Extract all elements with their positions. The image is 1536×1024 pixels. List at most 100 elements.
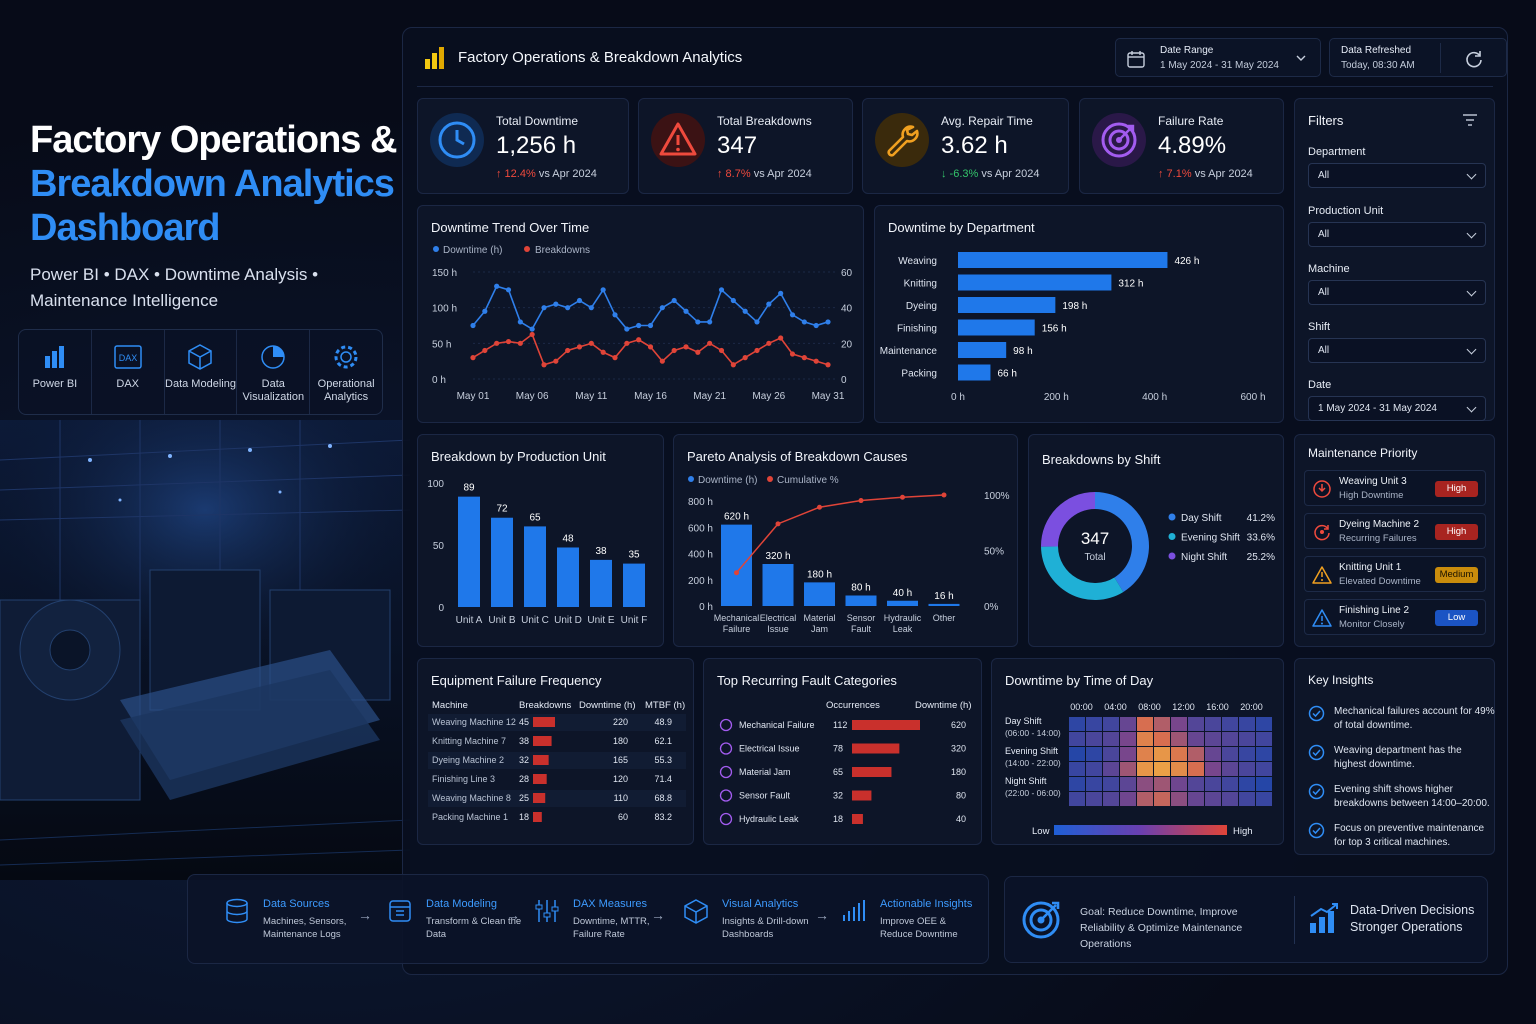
unit-bar: [524, 526, 546, 607]
donut-slice: [1041, 492, 1095, 547]
fault-categories-table: Occurrences Downtime (h) Mechanical Fail…: [719, 700, 972, 826]
heatmap-cell: [1239, 717, 1255, 731]
filter-select-date[interactable]: 1 May 2024 - 31 May 2024: [1308, 396, 1486, 421]
kpi-failure-rate[interactable]: Failure Rate 4.89% ↑ 7.1% vs Apr 2024: [1079, 98, 1284, 194]
heatmap-cell: [1222, 762, 1238, 776]
hero-title-line1: Factory Operations &: [30, 119, 397, 161]
priority-badge: High: [1435, 524, 1478, 540]
downtime-point: [636, 322, 642, 329]
cumulative-point: [817, 504, 822, 510]
table-row-bg: [428, 752, 686, 769]
priority-item[interactable]: Finishing Line 2 Monitor Closely Low: [1304, 599, 1486, 635]
fault-categories-card: Top Recurring Fault Categories Occurrenc…: [703, 658, 982, 845]
breakdowns-point: [730, 362, 736, 368]
x-tick: 20:00: [1240, 702, 1263, 712]
filter-select-production-unit[interactable]: All: [1308, 222, 1486, 247]
unit-bar: [557, 547, 579, 607]
breakdowns-point: [505, 338, 512, 345]
filter-select-shift[interactable]: All: [1308, 338, 1486, 363]
cell-machine: Dyeing Machine 2: [432, 755, 504, 765]
heatmap-cell: [1239, 777, 1255, 791]
downtime-heatmap[interactable]: Low High 00:00 04:00 08:00 12:00 16:00 20:00D…: [992, 659, 1285, 846]
x-tick: Hydraulic: [884, 613, 922, 623]
y-tick-left: 400 h: [688, 550, 713, 561]
y-tick-left: 600 h: [688, 523, 713, 534]
pareto-chart[interactable]: Downtime (h) Cumulative % 800 h 600 h 400 …: [674, 435, 1019, 648]
priority-badge: Medium: [1435, 567, 1478, 583]
target-icon: [1092, 113, 1146, 167]
cell-breakdowns: 45: [519, 717, 529, 727]
legend-label: Day Shift: [1181, 513, 1222, 524]
heatmap-cell: [1154, 777, 1170, 791]
filter-select-machine[interactable]: All: [1308, 280, 1486, 305]
unit-title: Breakdown by Production Unit: [431, 449, 606, 464]
x-tick: Issue: [767, 624, 789, 634]
kpi-total-downtime[interactable]: Total Downtime 1,256 h ↑ 12.4% vs Apr 20…: [417, 98, 629, 194]
header-divider: [417, 86, 1493, 87]
heatmap-cell: [1120, 747, 1136, 761]
breakdowns-by-shift-chart[interactable]: 347 Total Day Shift 41.2% Evening Shift 33.…: [1029, 435, 1285, 648]
department-bar: [958, 319, 1035, 336]
data-label: 426 h: [1174, 256, 1199, 267]
kpi-label: Total Downtime: [496, 114, 579, 128]
pie-icon: [261, 345, 286, 369]
heatmap-cell: [1205, 732, 1221, 746]
info-triangle-icon: [1312, 609, 1332, 627]
date-range-picker[interactable]: Date Range 1 May 2024 - 31 May 2024: [1115, 38, 1321, 77]
filter-icon[interactable]: [1462, 113, 1478, 127]
breakdowns-point: [529, 331, 535, 338]
insight-text: Focus on preventive maintenance for top …: [1334, 823, 1485, 848]
heatmap-cell: [1103, 732, 1119, 746]
signal-icon: [843, 900, 865, 921]
priority-item[interactable]: Knitting Unit 1 Elevated Downtime Medium: [1304, 556, 1486, 592]
kpi-change: ↑ 7.1% vs Apr 2024: [1158, 168, 1253, 180]
col-header-occurrences: Occurrences: [826, 700, 880, 711]
cell-machine: Knitting Machine 7: [432, 736, 506, 746]
heatmap-cell: [1171, 762, 1187, 776]
col-header-downtime: Downtime (h): [579, 700, 636, 711]
check-circle-icon: [1308, 705, 1325, 722]
breakdowns-point: [801, 355, 807, 361]
heatmap-cell: [1256, 792, 1272, 806]
priority-badge: Low: [1435, 610, 1478, 626]
cumulative-point: [858, 498, 864, 504]
refresh-icon[interactable]: [1463, 48, 1485, 70]
priority-item[interactable]: Dyeing Machine 2 Recurring Failures High: [1304, 513, 1486, 549]
pipeline-step-title: Actionable Insights: [880, 898, 973, 910]
unit-bar: [491, 517, 513, 607]
downtime-by-department-chart[interactable]: 0 h 200 h 400 h 600 h Weaving 426 h Knitting 31…: [875, 206, 1285, 424]
cell-breakdowns: 18: [519, 812, 529, 822]
breakdowns-point: [742, 355, 748, 361]
cube-icon: [684, 899, 708, 924]
breakdown-by-unit-chart[interactable]: 100 50 0 89 Unit A 72 Unit B 65 Unit C 48 Unit D 38…: [418, 435, 665, 648]
unit-bar: [590, 559, 612, 607]
shift-title: Breakdowns by Shift: [1042, 452, 1161, 467]
legend-downtime: Downtime (h): [698, 475, 757, 486]
heatmap-cell: [1137, 792, 1153, 806]
heatmap-cell: [1239, 762, 1255, 776]
data-label: 620 h: [724, 512, 749, 523]
downtime-point: [482, 308, 488, 314]
kpi-total-breakdowns[interactable]: Total Breakdowns 347 ↑ 8.7% vs Apr 2024: [638, 98, 853, 194]
heatmap-cell: [1069, 717, 1085, 731]
priority-item[interactable]: Weaving Unit 3 High Downtime High: [1304, 470, 1486, 506]
breakdowns-point: [683, 344, 689, 350]
heatmap-cell: [1120, 732, 1136, 746]
heatmap-cell: [1086, 732, 1102, 746]
downtime-trend-chart[interactable]: Downtime (h) Breakdowns 150 h 60 100 h 40 50…: [418, 206, 865, 424]
breakdowns-line: [472, 333, 829, 366]
tool-label: Data Visualization: [242, 378, 305, 403]
priority-title: Maintenance Priority: [1308, 446, 1418, 460]
heatmap-cell: [1239, 747, 1255, 761]
pipeline-step-sub: Transform & Clean the Data: [426, 916, 522, 940]
cell-downtime: 165: [613, 755, 628, 765]
heatmap-cell: [1103, 747, 1119, 761]
cell-breakdowns: 32: [519, 755, 529, 765]
kpi-avg-repair-time[interactable]: Avg. Repair Time 3.62 h ↓ -6.3% vs Apr 2…: [862, 98, 1069, 194]
heatmap-cell: [1086, 717, 1102, 731]
filter-select-department[interactable]: All: [1308, 163, 1486, 188]
heatmap-cell: [1188, 777, 1204, 791]
y-tick-left: 200 h: [688, 576, 713, 587]
goal-text: Goal: Reduce Downtime, Improve Reliabili…: [1080, 906, 1243, 950]
cell-occurrences: 112: [833, 720, 847, 730]
